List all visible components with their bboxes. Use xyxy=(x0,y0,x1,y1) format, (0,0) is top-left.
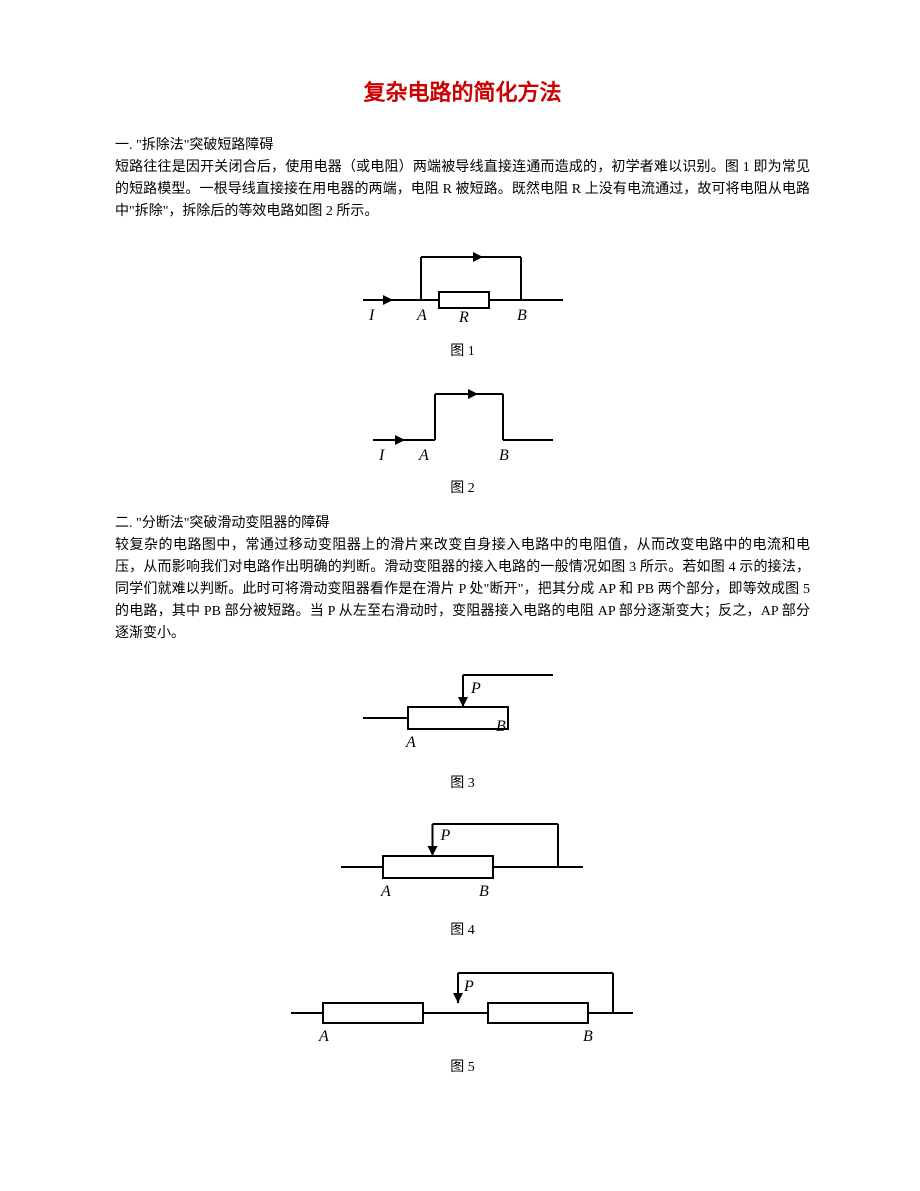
page-title: 复杂电路的简化方法 xyxy=(115,75,810,107)
figure-2-caption: 图 2 xyxy=(115,477,810,497)
figure-5-svg: A B P xyxy=(283,961,643,1041)
svg-text:I: I xyxy=(378,447,385,462)
figure-2-svg: IAB xyxy=(363,382,563,462)
section-2-body: 较复杂的电路图中，常通过移动变阻器上的滑片来改变自身接入电路中的电阻值，从而改变… xyxy=(115,535,810,645)
figure-4-caption: 图 4 xyxy=(115,919,810,939)
figure-2: IAB xyxy=(115,382,810,467)
svg-text:B: B xyxy=(517,307,527,324)
svg-text:R: R xyxy=(458,309,469,325)
figure-1-svg: IARB xyxy=(353,245,573,325)
svg-text:B: B xyxy=(583,1028,593,1041)
svg-text:A: A xyxy=(416,307,427,324)
figure-3: A B P xyxy=(115,667,810,762)
section-1-heading: 一. "拆除法"突破短路障碍 xyxy=(115,135,810,157)
figure-5: A B P xyxy=(115,961,810,1046)
svg-text:B: B xyxy=(496,718,506,735)
svg-text:B: B xyxy=(479,883,489,900)
figure-3-svg: A B P xyxy=(353,667,573,757)
figure-5-caption: 图 5 xyxy=(115,1056,810,1076)
section-2-heading: 二. "分断法"突破滑动变阻器的障碍 xyxy=(115,513,810,535)
svg-text:P: P xyxy=(463,978,474,995)
figure-4: A B P xyxy=(115,814,810,909)
figure-4-svg: A B P xyxy=(333,814,593,904)
document-page: 复杂电路的简化方法 一. "拆除法"突破短路障碍 短路往往是因开关闭合后，使用电… xyxy=(0,0,920,1191)
svg-text:A: A xyxy=(318,1028,329,1041)
figure-3-caption: 图 3 xyxy=(115,772,810,792)
figure-1-caption: 图 1 xyxy=(115,340,810,360)
svg-text:A: A xyxy=(418,447,429,462)
svg-text:P: P xyxy=(439,827,450,844)
svg-text:B: B xyxy=(499,447,509,462)
svg-text:I: I xyxy=(368,307,375,324)
figure-1: IARB xyxy=(115,245,810,330)
svg-text:A: A xyxy=(405,734,416,751)
svg-text:A: A xyxy=(380,883,391,900)
svg-text:P: P xyxy=(470,680,481,697)
section-1-body: 短路往往是因开关闭合后，使用电器（或电阻）两端被导线直接连通而造成的，初学者难以… xyxy=(115,157,810,223)
